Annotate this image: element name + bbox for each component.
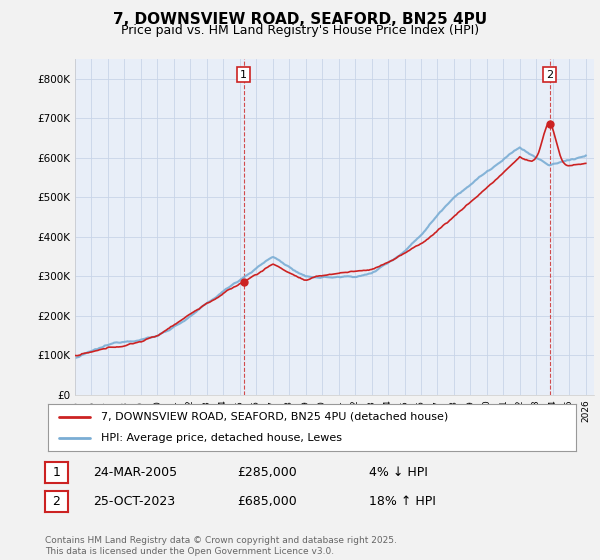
Text: £285,000: £285,000	[237, 466, 297, 479]
Text: £685,000: £685,000	[237, 495, 297, 508]
Text: 18% ↑ HPI: 18% ↑ HPI	[369, 495, 436, 508]
Text: 2: 2	[52, 495, 61, 508]
Text: Contains HM Land Registry data © Crown copyright and database right 2025.
This d: Contains HM Land Registry data © Crown c…	[45, 536, 397, 556]
Text: Price paid vs. HM Land Registry's House Price Index (HPI): Price paid vs. HM Land Registry's House …	[121, 24, 479, 36]
Text: 7, DOWNSVIEW ROAD, SEAFORD, BN25 4PU: 7, DOWNSVIEW ROAD, SEAFORD, BN25 4PU	[113, 12, 487, 27]
Text: 1: 1	[240, 69, 247, 80]
Text: 25-OCT-2023: 25-OCT-2023	[93, 495, 175, 508]
Text: 1: 1	[52, 466, 61, 479]
Text: 24-MAR-2005: 24-MAR-2005	[93, 466, 177, 479]
Text: HPI: Average price, detached house, Lewes: HPI: Average price, detached house, Lewe…	[101, 433, 342, 444]
Text: 4% ↓ HPI: 4% ↓ HPI	[369, 466, 428, 479]
Text: 2: 2	[546, 69, 553, 80]
Text: 7, DOWNSVIEW ROAD, SEAFORD, BN25 4PU (detached house): 7, DOWNSVIEW ROAD, SEAFORD, BN25 4PU (de…	[101, 412, 448, 422]
